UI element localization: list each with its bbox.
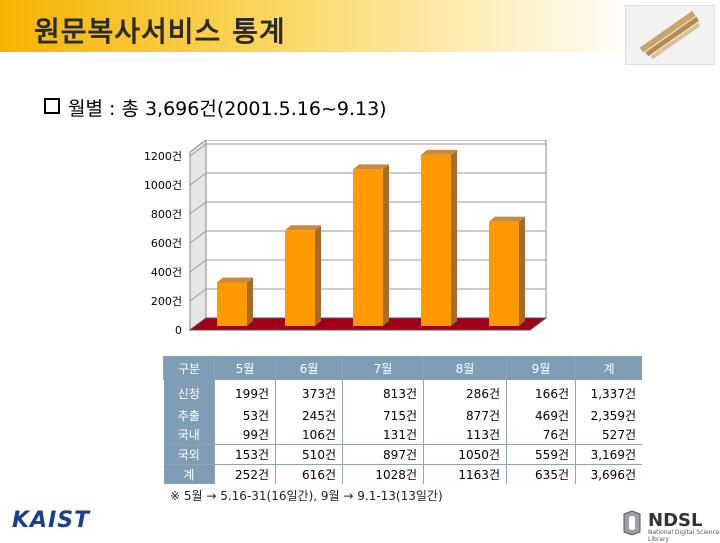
table-cell: 1028건 [342,464,424,484]
chart-side-wall [189,140,207,331]
table-cell: 99건 [214,425,276,445]
bar-top [489,216,525,222]
table-header-cell: 8월 [423,356,507,380]
table-header-cell: 계 [575,356,642,380]
footnote: ※ 5월 → 5.16-31(16일간), 9월 → 9.1-13(13일간) [170,489,443,503]
table-header-cell: 5월 [214,356,276,380]
table-cell: 469건 [506,406,576,425]
y-tick-label: 0 [175,324,182,337]
kaist-logo: KAIST [12,508,91,533]
bar-side [519,216,525,326]
y-tick-label: 200건 [151,295,182,308]
table-row-label: 국내 [163,425,215,445]
bar [421,154,451,326]
y-tick-label: 800건 [151,208,182,221]
bar-side [247,277,253,326]
table-cell: 252건 [214,464,276,484]
y-tick-label: 400건 [151,266,182,279]
table-cell: 715건 [342,406,424,425]
table-cell: 897건 [342,444,424,465]
table-cell: 153건 [214,444,276,465]
table-row-label: 국외 [163,444,215,465]
stats-table: 구분 5월 6월 7월 8월 9월 계 신청 199건 373건 813건 286건 166건 1,33… [163,356,642,484]
table-row: 신청 199건 373건 813건 286건 166건 1,337건 [163,380,642,406]
table-cell: 635건 [506,464,576,484]
table-cell: 3,696건 [575,464,642,484]
table-cell: 1,337건 [575,380,642,406]
table-row: 계 252건 616건 1028건 1163건 635건 3,696건 [163,464,642,484]
bar [353,169,383,326]
y-tick-label: 1000건 [144,179,182,192]
table-cell: 616건 [275,464,343,484]
table-cell: 813건 [342,380,424,406]
bar-side [383,164,389,326]
table-cell: 2,359건 [575,406,642,425]
bar-top [421,149,457,155]
table-cell: 286건 [423,380,507,406]
table-header-cell: 9월 [506,356,576,380]
subtitle: 월별 : 총 3,696건(2001.5.16~9.13) [68,98,387,120]
table-row-label: 계 [163,464,215,484]
bar-chart: 0 200건 400건 600건 800건 1000건 1200건 [144,140,548,337]
grid-line [189,143,546,157]
table-cell: 527건 [575,425,642,445]
bar-side [315,225,321,326]
page-title: 원문복사서비스 통계 [34,15,286,48]
table-row: 추출 53건 245건 715건 877건 469건 2,359건 [163,406,642,425]
bar-top [217,277,253,283]
table-header-row: 구분 5월 6월 7월 8월 9월 계 [163,356,642,380]
table-cell: 131건 [342,425,424,445]
table-row-label: 신청 [163,380,215,406]
table-cell: 559건 [506,444,576,465]
ndsl-logo-text: NDSL [648,510,703,531]
table-cell: 373건 [275,380,343,406]
table-cell: 1163건 [423,464,507,484]
ndsl-logo-icon [623,510,641,536]
bar [217,282,247,326]
table-cell: 106건 [275,425,343,445]
table-row-label: 추출 [163,406,215,425]
table-row: 국외 153건 510건 897건 1050건 559건 3,169건 [163,444,642,465]
ndsl-logo-subtext: National Digital Science Library [648,529,720,543]
bar-top [353,164,389,170]
table-header-cell: 6월 [275,356,343,380]
table-cell: 245건 [275,406,343,425]
table-cell: 877건 [423,406,507,425]
table-cell: 199건 [214,380,276,406]
title-bar [0,0,640,52]
bar-top [285,225,321,231]
bar-side [451,149,457,326]
decorative-image [625,5,715,65]
table-cell: 113건 [423,425,507,445]
table-row: 국내 99건 106건 131건 113건 76건 527건 [163,425,642,445]
y-tick-label: 600건 [151,237,182,250]
y-tick-label: 1200건 [144,150,182,163]
table-header-cell: 7월 [342,356,424,380]
bar [285,230,315,326]
table-cell: 76건 [506,425,576,445]
table-cell: 510건 [275,444,343,465]
table-cell: 53건 [214,406,276,425]
table-cell: 166건 [506,380,576,406]
table-cell: 1050건 [423,444,507,465]
bullet-icon [44,98,60,114]
table-header-cell: 구분 [163,356,215,380]
bar [489,221,519,326]
table-cell: 3,169건 [575,444,642,465]
